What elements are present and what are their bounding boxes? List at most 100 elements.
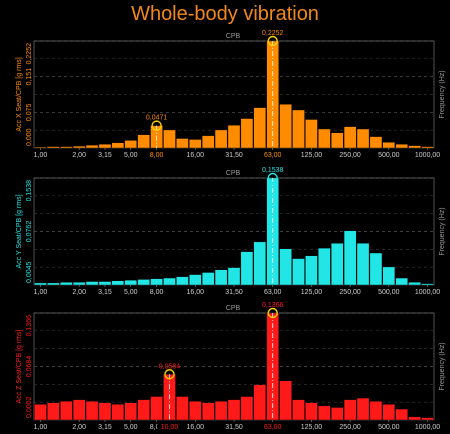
bar (279, 248, 292, 286)
cursor-tick-bg (260, 422, 285, 431)
bar (111, 404, 125, 421)
cursor-tick-label: 63,00 (264, 152, 282, 159)
bar (137, 279, 150, 286)
bar (253, 107, 267, 149)
x-tick-label: 16,00 (187, 289, 205, 296)
x-tick-label: 16,00 (187, 152, 205, 159)
x-tick-label: 8,00 (150, 424, 164, 431)
bar (279, 104, 292, 149)
bar (124, 402, 138, 421)
bar (421, 417, 434, 421)
bar (305, 119, 318, 149)
x-tick-label: 16,00 (187, 424, 205, 431)
bar (421, 146, 434, 149)
bar (382, 142, 396, 149)
bar (72, 145, 86, 149)
cursor-tick-bg (260, 150, 285, 159)
y-tick-label: 0,0762 (26, 221, 33, 243)
bar (292, 399, 305, 421)
cursor-value-label: 0,1366 (262, 302, 284, 309)
bar (253, 241, 267, 286)
cursor-marker (267, 35, 278, 47)
chart-title: CPB (226, 170, 241, 177)
bar (395, 277, 408, 286)
y-tick-label: 0,151 (26, 68, 33, 86)
bar (369, 401, 383, 421)
cursor-tick-bg (157, 422, 182, 431)
bar (279, 380, 292, 421)
bar (98, 281, 112, 286)
bar (34, 146, 47, 149)
y-tick-label: 0,1366 (26, 315, 33, 337)
cursor-tick-label: 63,00 (264, 424, 282, 431)
bar (292, 109, 305, 149)
bar (240, 118, 254, 149)
bar (98, 402, 112, 421)
bar (330, 407, 344, 421)
bar (111, 280, 125, 286)
bar (330, 132, 344, 149)
bar (305, 255, 318, 286)
x-tick-label: 1,00 (34, 289, 48, 296)
bar (34, 404, 47, 421)
y-tick-label: 0,000 (26, 128, 33, 146)
x-tick-label: 3,15 (98, 152, 112, 159)
bar (34, 282, 47, 286)
y-tick-label: 0,2252 (26, 43, 33, 65)
bar (408, 416, 421, 421)
cursor-marker (151, 120, 162, 131)
bar (60, 282, 73, 286)
x-tick-label: 250,00 (339, 289, 361, 296)
bar (111, 142, 125, 149)
y-tick-label: 0,0002 (26, 396, 33, 418)
bar (163, 277, 176, 286)
page-title: Whole-body vibration (131, 3, 319, 25)
chart-title: CPB (226, 305, 241, 312)
x-tick-label: 3,15 (98, 289, 112, 296)
bar (343, 126, 357, 149)
bar (382, 266, 396, 286)
bar (72, 399, 86, 421)
bar (85, 144, 99, 149)
x-tick-label: 5,00 (124, 289, 138, 296)
bar (318, 128, 331, 149)
bar (343, 399, 357, 421)
bar (137, 399, 150, 421)
y-tick-label: 0,0684 (26, 356, 33, 378)
bar (189, 139, 202, 149)
x-axis-label: Frequency (Hz) (439, 342, 446, 390)
bar (98, 143, 112, 149)
x-tick-label: 1,00 (34, 424, 48, 431)
bar (369, 252, 383, 286)
bar (176, 396, 189, 421)
bar (72, 282, 86, 286)
cursor-tick-bg (144, 150, 169, 159)
x-tick-label: 31,50 (225, 152, 243, 159)
bar (408, 282, 421, 286)
x-tick-label: 125,00 (301, 424, 323, 431)
bar (189, 274, 202, 286)
bar (356, 397, 370, 421)
x-tick-label: 2,00 (72, 289, 86, 296)
bar (85, 281, 99, 286)
y-tick-label: 0,1538 (26, 180, 33, 202)
y-axis-label: Acc Y Seat/CPB [g rms] (16, 194, 23, 268)
bar (214, 269, 228, 286)
bar (421, 283, 434, 286)
bar (292, 258, 305, 286)
chart-2: CPB 1,00 2,00 3,15 5,00 8,00 16,00 31,50 63,00 12… (16, 302, 446, 431)
bar (137, 134, 150, 149)
bar (318, 405, 331, 421)
x-axis-label: Frequency (Hz) (439, 70, 446, 118)
chart-panel-z: CPB 1,00 2,00 3,15 5,00 8,00 16,00 31,50 63,00 12… (0, 299, 450, 434)
bar (201, 135, 215, 149)
x-tick-label: 3,15 (98, 424, 112, 431)
bar (124, 279, 138, 286)
bar (343, 230, 357, 286)
x-tick-label: 1,00 (34, 152, 48, 159)
bar (150, 278, 163, 286)
bar (240, 251, 254, 286)
chart-0: CPB 1,00 2,00 3,15 5,00 8,00 16,00 31,50 63,00 12… (16, 30, 446, 159)
bar (408, 145, 421, 149)
y-tick-label: 0,075 (26, 103, 33, 121)
